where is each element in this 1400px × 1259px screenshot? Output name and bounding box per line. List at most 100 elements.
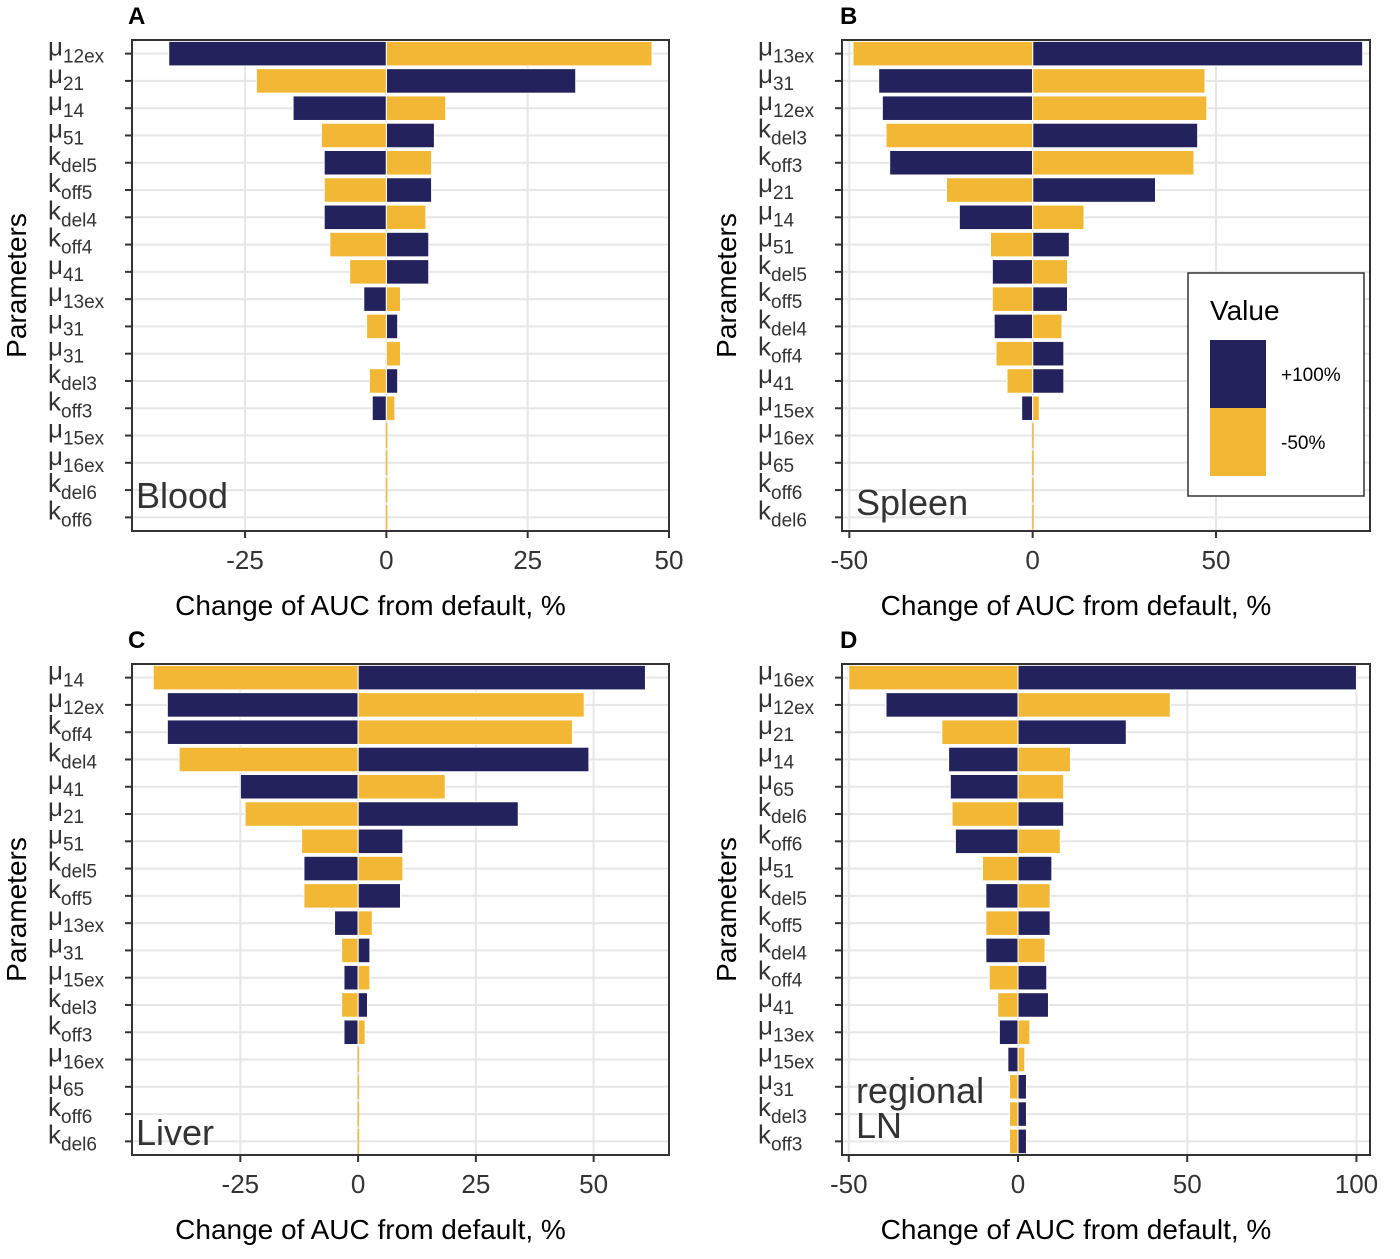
parameter-label: μ21 (48, 59, 84, 95)
bar-minus50 (1009, 1074, 1019, 1100)
bar-minus50 (385, 149, 433, 176)
parameter-label: μ14 (758, 737, 795, 773)
bar-plus100 (363, 286, 387, 312)
parameter-label: μ12ex (758, 683, 815, 719)
bar-minus50 (349, 259, 387, 285)
tissue-label: Blood (136, 475, 228, 516)
bar-minus50 (385, 450, 388, 476)
parameter-label: koff6 (48, 495, 92, 531)
bar-minus50 (1032, 204, 1085, 231)
bar-plus100 (303, 855, 359, 882)
parameter-label: koff4 (758, 332, 803, 368)
panel-d: -50 0 50 100 μ16exμ12exμ21μ14μ65kdel6koff6μ5… (711, 627, 1378, 1245)
parameter-label: koff5 (758, 901, 802, 937)
parameter-label: μ15ex (48, 956, 105, 992)
parameter-label: kdel4 (48, 737, 97, 773)
bar-plus100 (385, 68, 577, 94)
bar-minus50 (329, 231, 387, 258)
y-axis-title: Parameters (711, 837, 742, 982)
parameter-label: μ65 (758, 765, 794, 801)
parameter-label: μ65 (48, 1065, 84, 1101)
tissue-label: regional LN (856, 1070, 984, 1146)
bar-minus50 (385, 395, 396, 422)
parameter-label: kdel3 (758, 1092, 807, 1128)
bar-plus100 (949, 773, 1019, 800)
panel-c: -25 0 25 50 μ14μ12exkoff4kdel4μ41μ21μ51kdel5… (1, 627, 670, 1245)
bar-minus50 (244, 801, 359, 827)
bar-plus100 (357, 883, 401, 909)
bar-minus50 (357, 719, 573, 745)
bar-minus50 (357, 1101, 360, 1127)
bar-plus100 (385, 177, 433, 203)
bar-minus50 (357, 692, 585, 718)
bar-plus100 (166, 719, 359, 745)
bar-plus100 (1032, 340, 1065, 367)
bar-plus100 (334, 910, 359, 936)
parameter-label: μ51 (48, 113, 84, 149)
bar-plus100 (1032, 122, 1199, 149)
parameter-label: kdel3 (48, 983, 97, 1019)
bar-minus50 (997, 992, 1019, 1018)
parameter-label: kdel3 (48, 359, 97, 395)
x-tick-label: 0 (1011, 1169, 1025, 1199)
parameter-label: koff3 (758, 1119, 802, 1155)
legend-swatch (1210, 340, 1266, 408)
bar-minus50 (1032, 395, 1040, 422)
parameter-label: μ16ex (48, 1038, 105, 1074)
parameter-label: μ51 (48, 819, 84, 855)
bar-minus50 (941, 719, 1019, 745)
parameter-label: kdel4 (758, 304, 807, 340)
bar-minus50 (341, 992, 359, 1018)
bar-plus100 (1017, 801, 1065, 827)
bar-minus50 (1017, 937, 1046, 964)
bar-plus100 (1032, 177, 1156, 203)
parameter-label: μ12ex (48, 683, 105, 719)
parameter-label: μ16ex (758, 414, 815, 450)
parameter-label: μ13ex (48, 901, 105, 937)
parameter-label: μ13ex (48, 277, 105, 313)
legend-label: -50% (1281, 433, 1325, 454)
bar-minus50 (385, 95, 447, 121)
bar-minus50 (991, 286, 1034, 312)
bar-minus50 (357, 855, 404, 882)
bar-minus50 (385, 40, 653, 67)
y-axis-title: Parameters (1, 213, 32, 358)
parameter-label: koff3 (48, 386, 92, 422)
bar-plus100 (1021, 395, 1034, 422)
parameter-label: μ15ex (758, 1038, 815, 1074)
parameter-label: koff4 (758, 956, 803, 992)
bar-minus50 (946, 177, 1034, 203)
parameter-label: koff6 (758, 468, 802, 504)
bar-minus50 (1017, 1046, 1026, 1073)
bar-plus100 (239, 773, 359, 800)
bar-minus50 (1009, 1101, 1019, 1127)
parameter-label: μ14 (758, 195, 795, 231)
parameter-label: μ31 (48, 332, 84, 368)
bar-plus100 (948, 746, 1019, 773)
parameter-label: μ21 (758, 710, 794, 746)
parameter-label: koff4 (48, 223, 93, 259)
parameter-label: μ12ex (48, 32, 105, 68)
bar-minus50 (357, 1047, 360, 1072)
bar-plus100 (357, 828, 404, 855)
parameter-label: kdel4 (48, 195, 97, 231)
parameter-label: kdel5 (758, 874, 807, 910)
bar-plus100 (889, 149, 1034, 176)
parameter-label: μ14 (48, 656, 85, 692)
bar-plus100 (1032, 40, 1364, 67)
panel-letter: A (128, 3, 145, 30)
tissue-label: Spleen (856, 482, 968, 523)
bar-plus100 (1017, 910, 1051, 936)
bar-plus100 (385, 231, 430, 258)
parameter-label: koff3 (758, 141, 802, 177)
parameter-label: koff6 (758, 819, 802, 855)
bar-minus50 (357, 1129, 360, 1154)
parameter-label: μ41 (48, 250, 84, 286)
bar-plus100 (881, 95, 1034, 121)
parameter-label: μ21 (758, 168, 794, 204)
panel-border (841, 663, 1371, 1156)
bar-minus50 (1032, 149, 1195, 176)
bar-minus50 (385, 286, 401, 312)
bar-plus100 (958, 204, 1034, 231)
bar-plus100 (357, 992, 369, 1018)
